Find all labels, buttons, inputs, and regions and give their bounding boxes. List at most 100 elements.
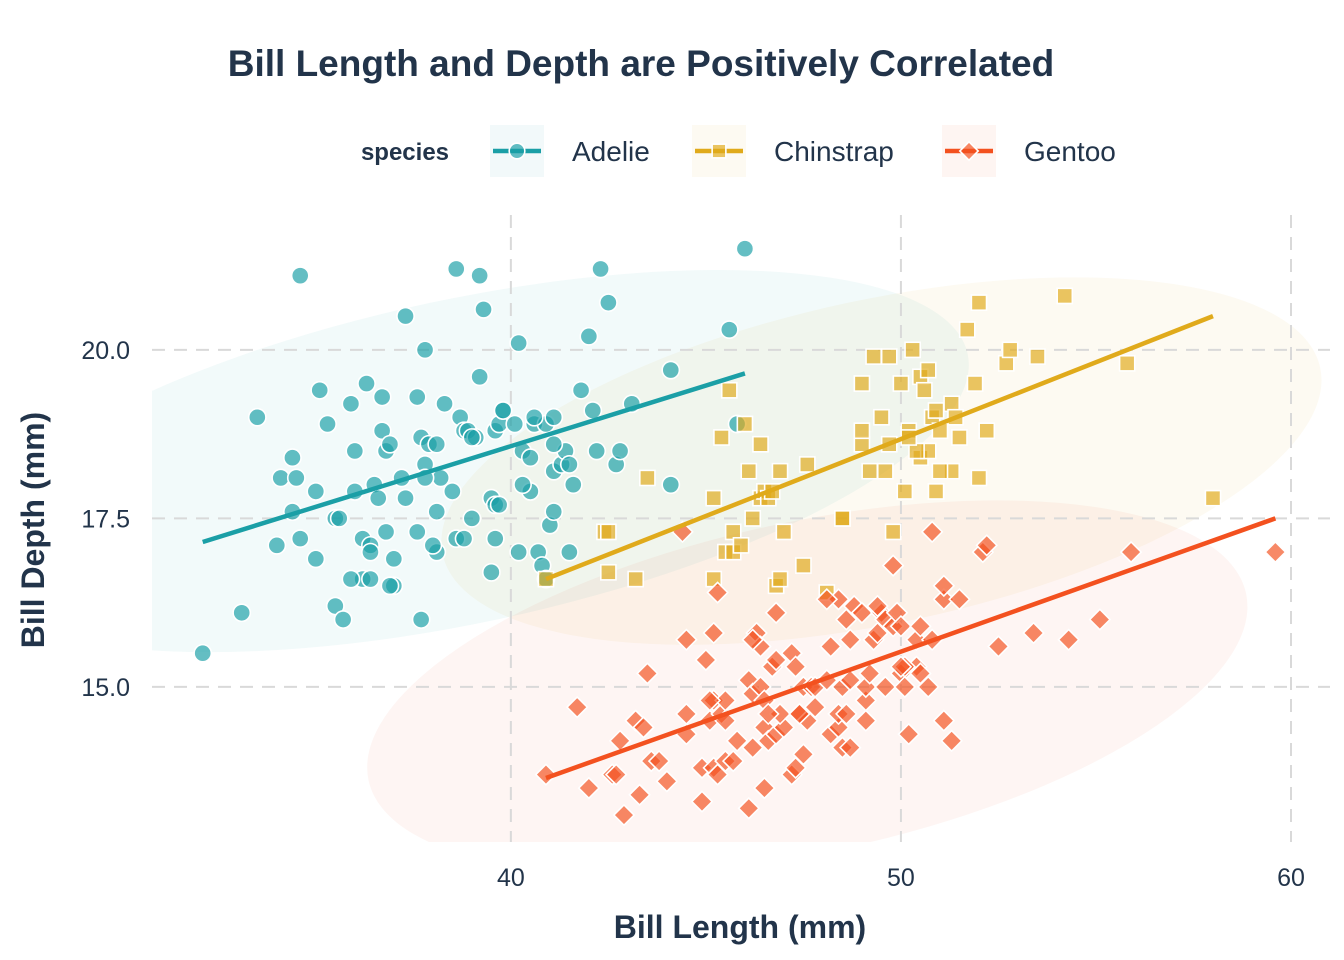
point-gentoo-106 xyxy=(815,588,839,611)
point-chinstrap-30 xyxy=(861,462,879,480)
point-chinstrap-14 xyxy=(736,415,754,433)
point-gentoo-44 xyxy=(764,601,788,625)
point-chinstrap-36 xyxy=(892,375,910,392)
point-adelie-94 xyxy=(427,502,447,522)
point-gentoo-67 xyxy=(850,601,874,625)
point-gentoo-92 xyxy=(932,588,956,611)
point-gentoo-64 xyxy=(838,668,862,692)
point-adelie-14 xyxy=(329,508,349,528)
point-adelie-55 xyxy=(481,562,501,582)
point-adelie-4 xyxy=(271,468,291,488)
point-gentoo-93 xyxy=(932,574,956,598)
point-adelie-59 xyxy=(505,414,525,434)
point-chinstrap-35 xyxy=(884,523,902,541)
point-chinstrap-39 xyxy=(904,341,921,359)
point-gentoo-30 xyxy=(737,797,761,820)
point-gentoo-6 xyxy=(612,803,636,827)
point-gentoo-19 xyxy=(694,648,718,672)
point-gentoo-103 xyxy=(1264,540,1287,564)
point-chinstrap-56 xyxy=(1001,341,1019,359)
point-chinstrap-37 xyxy=(896,483,914,500)
point-gentoo-75 xyxy=(874,675,897,699)
point-adelie-75 xyxy=(579,326,599,346)
point-adelie-43 xyxy=(442,482,462,501)
point-adelie-27 xyxy=(372,387,392,407)
point-chinstrap-32 xyxy=(873,408,890,426)
point-chinstrap-26 xyxy=(798,456,816,473)
point-gentoo-115 xyxy=(698,689,722,712)
point-gentoo-4 xyxy=(604,763,628,786)
point-chinstrap-17 xyxy=(752,435,769,453)
point-adelie-0 xyxy=(193,643,213,663)
point-gentoo-28 xyxy=(721,749,745,773)
point-gentoo-118 xyxy=(788,702,811,726)
point-adelie-52 xyxy=(470,266,490,286)
point-adelie-81 xyxy=(610,441,630,461)
chart-title: Bill Length and Depth are Positively Cor… xyxy=(228,43,1055,84)
x-tick-label-40: 40 xyxy=(497,864,525,892)
point-chinstrap-49 xyxy=(951,429,968,446)
point-gentoo-91 xyxy=(932,709,956,732)
point-chinstrap-67 xyxy=(771,462,789,480)
series-gentoo xyxy=(534,520,1287,827)
point-adelie-25 xyxy=(368,488,388,508)
point-gentoo-65 xyxy=(838,628,862,652)
point-gentoo-8 xyxy=(628,783,651,807)
point-adelie-18 xyxy=(345,441,365,461)
point-gentoo-1 xyxy=(565,695,589,719)
point-adelie-89 xyxy=(361,569,380,589)
trend-line-adelie xyxy=(202,371,746,545)
point-adelie-34 xyxy=(407,387,427,407)
legend-item-gentoo: Gentoo xyxy=(942,125,1116,177)
point-adelie-42 xyxy=(435,394,454,414)
point-gentoo-108 xyxy=(714,689,737,712)
point-gentoo-113 xyxy=(835,702,858,726)
point-adelie-53 xyxy=(474,299,493,319)
point-gentoo-63 xyxy=(838,736,862,759)
point-chinstrap-64 xyxy=(880,348,898,365)
point-gentoo-81 xyxy=(889,614,913,638)
point-gentoo-49 xyxy=(792,743,815,766)
x-tick-label-50: 50 xyxy=(887,864,915,892)
point-gentoo-78 xyxy=(881,554,905,577)
point-adelie-92 xyxy=(376,522,396,542)
point-gentoo-98 xyxy=(987,635,1010,658)
point-adelie-21 xyxy=(357,374,376,393)
point-adelie-84 xyxy=(661,360,681,380)
point-gentoo-0 xyxy=(534,763,558,786)
legend-item-chinstrap: Chinstrap xyxy=(692,125,894,177)
data-points xyxy=(193,239,1287,827)
point-gentoo-83 xyxy=(897,722,921,746)
trend-line-gentoo xyxy=(545,516,1277,781)
point-chinstrap-10 xyxy=(720,381,738,399)
ellipse-chinstrap xyxy=(441,277,1322,645)
point-adelie-7 xyxy=(290,266,310,286)
point-chinstrap-54 xyxy=(978,422,996,440)
point-adelie-73 xyxy=(563,475,583,495)
legend-marker-gentoo xyxy=(958,140,980,162)
point-gentoo-109 xyxy=(784,655,807,678)
point-gentoo-90 xyxy=(920,520,944,544)
point-gentoo-9 xyxy=(632,716,655,739)
point-adelie-39 xyxy=(427,434,447,454)
y-tick-label-20: 20.0 xyxy=(81,337,130,365)
point-gentoo-82 xyxy=(893,675,917,699)
point-gentoo-110 xyxy=(866,594,889,618)
y-tick-label-17-5: 17.5 xyxy=(81,505,130,533)
point-adelie-96 xyxy=(485,529,505,549)
point-adelie-103 xyxy=(513,475,532,495)
point-chinstrap-3 xyxy=(600,563,617,581)
point-adelie-69 xyxy=(544,502,564,522)
point-adelie-16 xyxy=(341,394,361,414)
x-tick-label-60: 60 xyxy=(1277,864,1305,892)
point-chinstrap-23 xyxy=(771,570,789,588)
point-chinstrap-24 xyxy=(775,523,793,541)
point-chinstrap-71 xyxy=(931,462,949,480)
point-chinstrap-8 xyxy=(713,429,730,446)
point-gentoo-23 xyxy=(702,621,725,645)
point-chinstrap-59 xyxy=(1118,354,1136,372)
point-chinstrap-42 xyxy=(919,361,937,379)
point-adelie-85 xyxy=(719,320,739,340)
point-chinstrap-63 xyxy=(927,402,945,419)
